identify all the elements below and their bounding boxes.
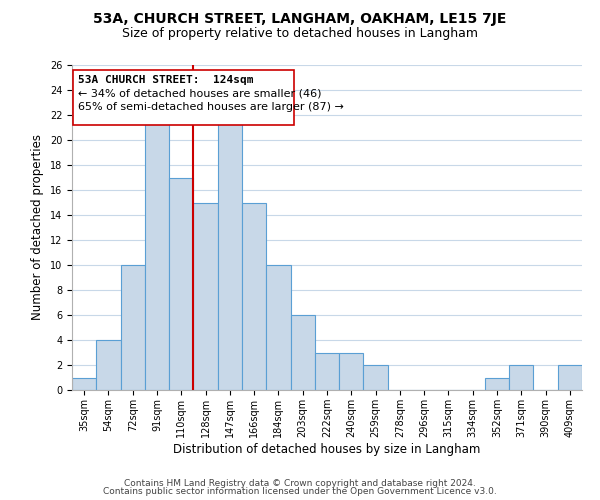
Bar: [242, 202, 266, 390]
Bar: [364, 365, 388, 390]
Bar: [485, 378, 509, 390]
Bar: [509, 365, 533, 390]
Text: 53A, CHURCH STREET, LANGHAM, OAKHAM, LE15 7JE: 53A, CHURCH STREET, LANGHAM, OAKHAM, LE1…: [94, 12, 506, 26]
X-axis label: Distribution of detached houses by size in Langham: Distribution of detached houses by size …: [173, 442, 481, 456]
Text: 53A CHURCH STREET:  124sqm: 53A CHURCH STREET: 124sqm: [78, 75, 254, 85]
Bar: [315, 352, 339, 390]
Bar: [72, 378, 96, 390]
Bar: [290, 315, 315, 390]
Y-axis label: Number of detached properties: Number of detached properties: [31, 134, 44, 320]
Bar: [145, 115, 169, 390]
Bar: [96, 340, 121, 390]
Bar: [121, 265, 145, 390]
Text: Size of property relative to detached houses in Langham: Size of property relative to detached ho…: [122, 28, 478, 40]
Bar: [218, 115, 242, 390]
Bar: [339, 352, 364, 390]
Bar: [558, 365, 582, 390]
Bar: [266, 265, 290, 390]
Text: ← 34% of detached houses are smaller (46): ← 34% of detached houses are smaller (46…: [78, 89, 322, 99]
Text: Contains HM Land Registry data © Crown copyright and database right 2024.: Contains HM Land Registry data © Crown c…: [124, 478, 476, 488]
Text: Contains public sector information licensed under the Open Government Licence v3: Contains public sector information licen…: [103, 487, 497, 496]
Text: 65% of semi-detached houses are larger (87) →: 65% of semi-detached houses are larger (…: [78, 102, 344, 112]
FancyBboxPatch shape: [73, 70, 294, 125]
Bar: [169, 178, 193, 390]
Bar: [193, 202, 218, 390]
